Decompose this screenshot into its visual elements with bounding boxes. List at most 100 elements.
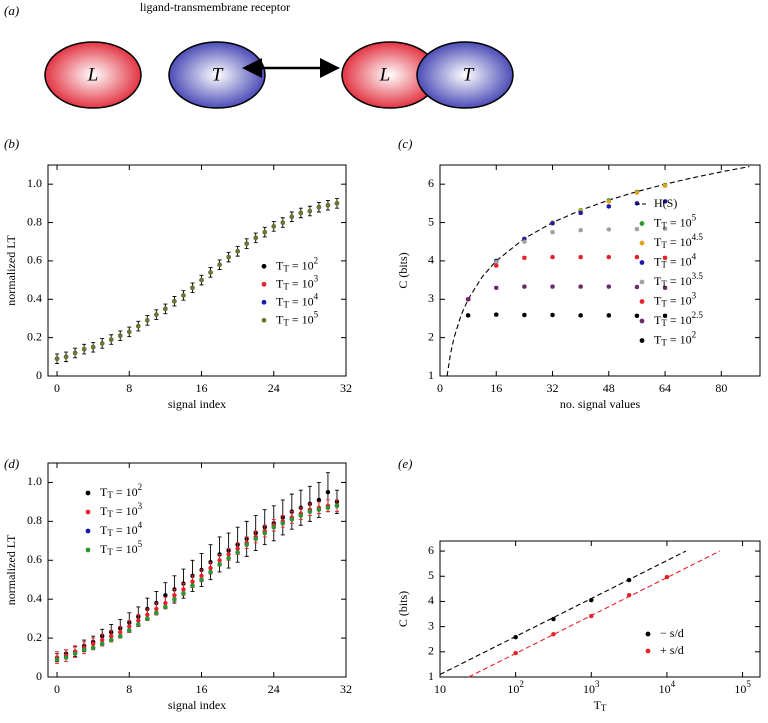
y-tick-label: 4 bbox=[428, 253, 434, 267]
data-point bbox=[190, 579, 195, 584]
panel-label: (a) bbox=[4, 3, 19, 18]
data-point bbox=[289, 517, 295, 522]
data-point bbox=[578, 210, 583, 216]
data-point bbox=[634, 226, 640, 232]
data-point bbox=[127, 628, 132, 633]
data-point bbox=[522, 284, 527, 289]
legend-marker bbox=[645, 648, 651, 654]
x-tick-label: 64 bbox=[659, 381, 671, 395]
receptor-label: T bbox=[212, 64, 224, 85]
data-point bbox=[298, 513, 304, 518]
data-point bbox=[325, 489, 331, 495]
y-tick-label: 1.0 bbox=[27, 474, 42, 488]
data-point bbox=[662, 226, 668, 231]
data-point bbox=[634, 201, 640, 206]
legend-marker bbox=[85, 490, 91, 496]
curve bbox=[446, 166, 750, 377]
legend-label: TT = 104 bbox=[276, 291, 319, 309]
data-point bbox=[325, 505, 331, 510]
data-point bbox=[244, 241, 249, 246]
x-tick-label: 8 bbox=[126, 381, 132, 395]
data-point bbox=[217, 561, 222, 567]
plot-frame bbox=[47, 164, 347, 377]
legend-marker bbox=[261, 281, 267, 287]
data-point bbox=[99, 341, 105, 346]
x-tick-label: 32 bbox=[547, 381, 559, 395]
data-point bbox=[494, 259, 499, 265]
plot-frame bbox=[439, 164, 761, 377]
y-tick-label: 0.2 bbox=[27, 329, 42, 343]
data-point bbox=[190, 583, 195, 588]
data-point bbox=[307, 509, 313, 514]
data-point bbox=[634, 254, 640, 260]
complex-receptor-shape bbox=[416, 41, 514, 109]
legend-label: TT = 103 bbox=[654, 291, 697, 309]
data-point bbox=[172, 593, 177, 598]
y-axis-label: C (bits) bbox=[396, 252, 410, 288]
panel-label: (c) bbox=[398, 136, 412, 151]
data-point bbox=[606, 284, 611, 289]
x-axis-label: no. signal values bbox=[560, 397, 641, 411]
data-point bbox=[127, 329, 132, 335]
data-point bbox=[634, 284, 640, 290]
data-point bbox=[118, 633, 123, 639]
legend-label: TT = 104 bbox=[100, 520, 143, 538]
legend-marker bbox=[85, 547, 91, 553]
legend-marker bbox=[639, 221, 645, 226]
data-point bbox=[262, 530, 267, 536]
legend-label: TT = 105 bbox=[100, 539, 143, 557]
y-tick-label: 0.8 bbox=[27, 513, 42, 527]
x-tick-label: 105 bbox=[734, 679, 751, 696]
x-tick-label: 0 bbox=[54, 682, 60, 696]
data-point bbox=[626, 577, 632, 583]
chart-panel: (c) 0 16 32 48 64 80 1 2 3 4 5 6 no. signal values C (… bbox=[396, 136, 761, 411]
data-point bbox=[513, 635, 518, 640]
data-point bbox=[578, 313, 583, 318]
data-point bbox=[289, 214, 295, 219]
x-tick-label: 80 bbox=[715, 381, 727, 395]
data-point bbox=[465, 297, 471, 302]
x-tick-label: 48 bbox=[603, 381, 615, 395]
data-point bbox=[465, 313, 471, 318]
y-axis-label: C (bits) bbox=[396, 591, 410, 627]
data-point bbox=[589, 597, 594, 603]
data-point bbox=[494, 285, 499, 290]
data-point bbox=[63, 354, 69, 360]
legend-marker bbox=[639, 318, 645, 324]
legend-marker bbox=[85, 509, 91, 515]
data-point bbox=[208, 270, 213, 275]
data-point bbox=[550, 229, 555, 235]
data-point bbox=[54, 657, 60, 662]
x-tick-label: 10 bbox=[434, 682, 446, 696]
legend-marker bbox=[639, 338, 645, 343]
data-point bbox=[662, 199, 668, 204]
legend-marker bbox=[261, 263, 267, 269]
fit-line bbox=[439, 550, 687, 675]
legend-label: TT = 104 bbox=[654, 252, 697, 270]
legend-marker bbox=[639, 260, 645, 265]
x-tick-label: 16 bbox=[196, 381, 208, 395]
data-point bbox=[226, 556, 231, 561]
legend-label: TT = 103 bbox=[100, 501, 143, 519]
legend-label: − s/d bbox=[660, 626, 684, 640]
data-point bbox=[550, 284, 555, 289]
legend-label: TT = 102 bbox=[100, 482, 142, 500]
legend-label: + s/d bbox=[660, 643, 684, 657]
y-tick-label: 4 bbox=[428, 593, 434, 607]
data-point bbox=[208, 565, 213, 571]
data-point bbox=[298, 210, 304, 216]
x-tick-label: 16 bbox=[196, 682, 208, 696]
data-point bbox=[522, 239, 527, 244]
legend-marker bbox=[261, 299, 267, 305]
data-point bbox=[494, 312, 499, 317]
data-point bbox=[334, 503, 340, 508]
data-point bbox=[578, 254, 583, 260]
x-tick-label: 32 bbox=[340, 682, 352, 696]
y-tick-label: 5 bbox=[428, 568, 434, 582]
data-point bbox=[325, 203, 331, 208]
y-tick-label: 1 bbox=[428, 368, 434, 382]
y-tick-label: 0 bbox=[36, 669, 42, 683]
data-point bbox=[606, 227, 611, 232]
x-tick-label: 24 bbox=[268, 682, 280, 696]
x-tick-label: 104 bbox=[659, 679, 676, 696]
